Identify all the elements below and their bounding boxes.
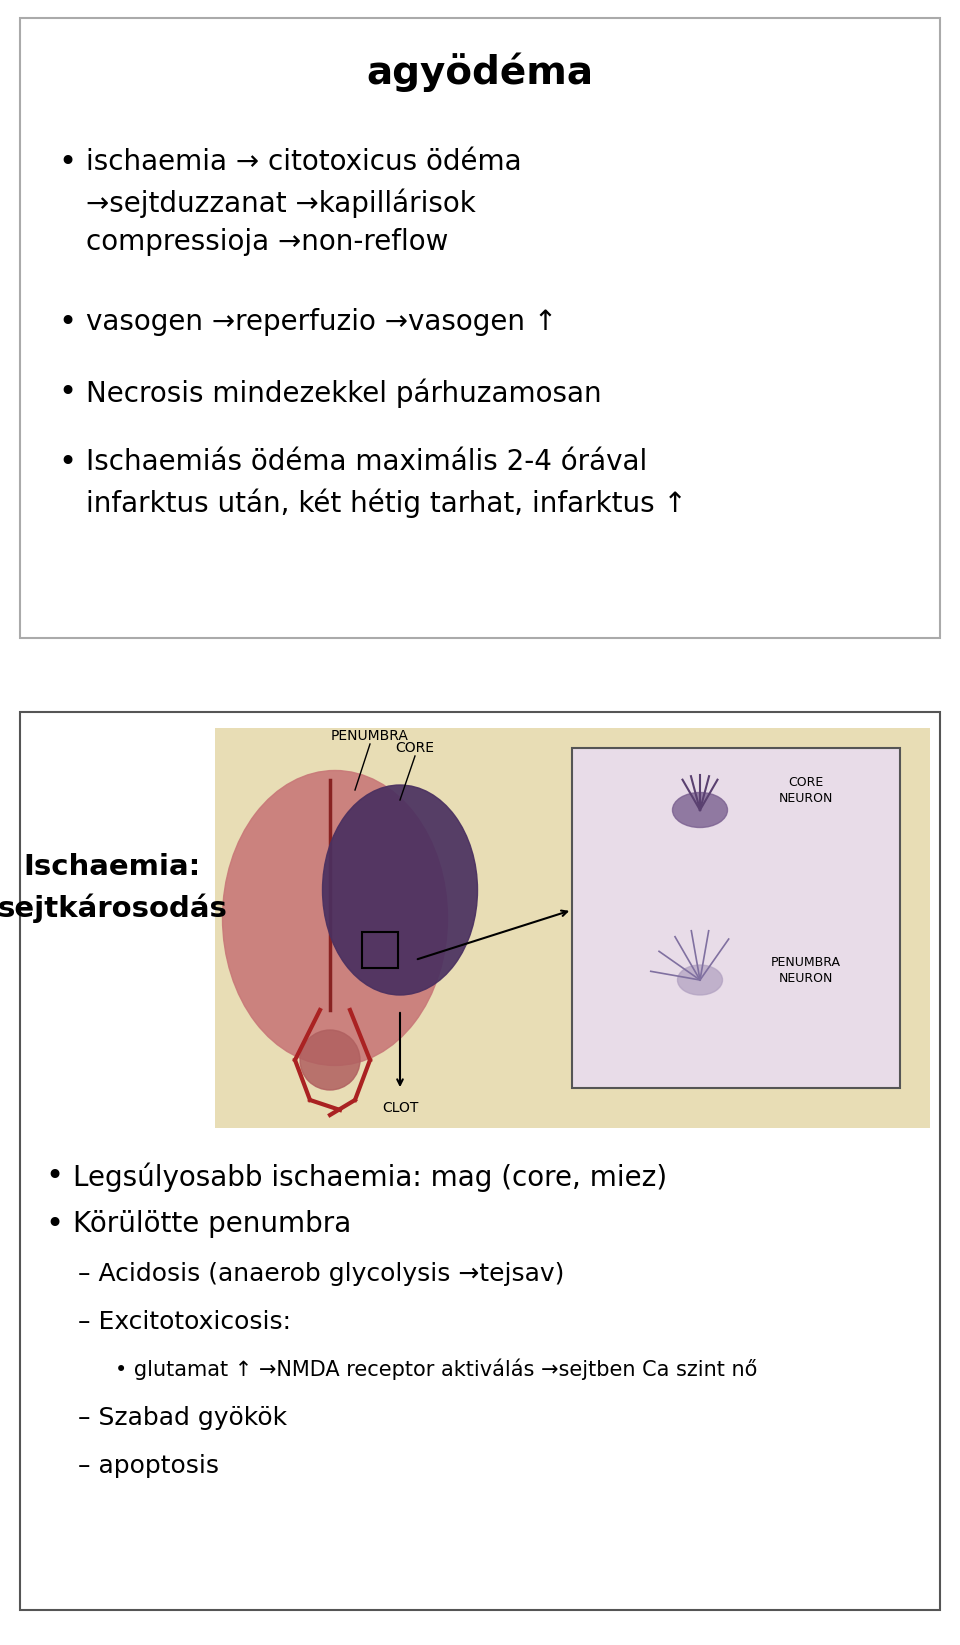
Text: ischaemia → citotoxicus ödéma: ischaemia → citotoxicus ödéma bbox=[86, 148, 521, 176]
Text: vasogen →reperfuzio →vasogen ↑: vasogen →reperfuzio →vasogen ↑ bbox=[86, 308, 557, 336]
Text: – Excitotoxicosis:: – Excitotoxicosis: bbox=[78, 1309, 291, 1334]
Text: •: • bbox=[58, 148, 76, 178]
Ellipse shape bbox=[223, 770, 447, 1066]
Text: compressioja →non-reflow: compressioja →non-reflow bbox=[86, 229, 448, 257]
Text: infarktus után, két hétig tarhat, infarktus ↑: infarktus után, két hétig tarhat, infark… bbox=[86, 489, 686, 518]
FancyBboxPatch shape bbox=[572, 748, 900, 1087]
Ellipse shape bbox=[673, 793, 728, 827]
Text: CLOT: CLOT bbox=[382, 1101, 419, 1115]
Text: •: • bbox=[58, 308, 76, 337]
Text: • glutamat ↑ →NMDA receptor aktiválás →sejtben Ca szint nő: • glutamat ↑ →NMDA receptor aktiválás →s… bbox=[115, 1359, 757, 1380]
Text: Legsúlyosabb ischaemia: mag (core, miez): Legsúlyosabb ischaemia: mag (core, miez) bbox=[73, 1161, 667, 1191]
Text: •: • bbox=[45, 1161, 63, 1191]
Text: – apoptosis: – apoptosis bbox=[78, 1454, 219, 1477]
Text: – Acidosis (anaerob glycolysis →tejsav): – Acidosis (anaerob glycolysis →tejsav) bbox=[78, 1262, 564, 1286]
Ellipse shape bbox=[300, 1030, 360, 1091]
Text: agyödéma: agyödéma bbox=[367, 53, 593, 92]
Text: •: • bbox=[58, 378, 76, 406]
FancyBboxPatch shape bbox=[20, 712, 940, 1610]
Text: Ischaemia:
sejtkárosodás: Ischaemia: sejtkárosodás bbox=[0, 854, 227, 923]
Text: •: • bbox=[45, 1211, 63, 1239]
Text: →sejtduzzanat →kapillárisok: →sejtduzzanat →kapillárisok bbox=[86, 188, 476, 217]
FancyBboxPatch shape bbox=[20, 18, 940, 638]
Ellipse shape bbox=[323, 785, 477, 995]
Text: CORE: CORE bbox=[396, 740, 435, 755]
FancyBboxPatch shape bbox=[215, 729, 930, 1128]
Ellipse shape bbox=[678, 966, 723, 995]
Text: Necrosis mindezekkel párhuzamosan: Necrosis mindezekkel párhuzamosan bbox=[86, 378, 602, 408]
Text: •: • bbox=[58, 447, 76, 477]
Text: – Szabad gyökök: – Szabad gyökök bbox=[78, 1406, 287, 1430]
Text: PENUMBRA
NEURON: PENUMBRA NEURON bbox=[771, 956, 841, 984]
Text: Körülötte penumbra: Körülötte penumbra bbox=[73, 1211, 351, 1239]
Text: Ischaemiás ödéma maximális 2-4 órával: Ischaemiás ödéma maximális 2-4 órával bbox=[86, 447, 647, 475]
Text: PENUMBRA: PENUMBRA bbox=[331, 729, 409, 744]
Text: CORE
NEURON: CORE NEURON bbox=[779, 775, 833, 804]
